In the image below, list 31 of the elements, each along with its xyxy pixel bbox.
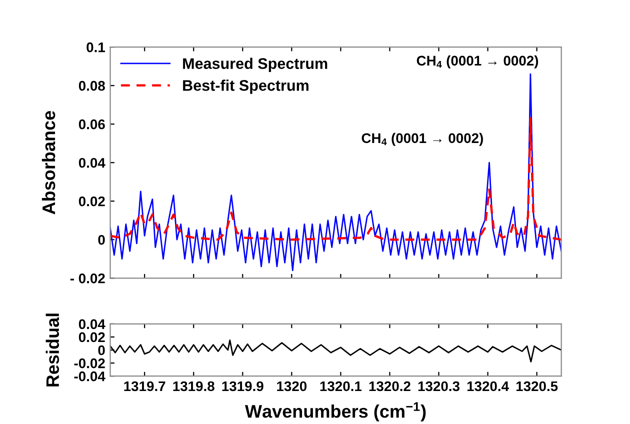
y-axis-title: Absorbance (42, 111, 56, 214)
line-series (110, 340, 562, 362)
y-tick-label: 0.04 (78, 319, 106, 330)
x-axis-title: Wavenumbers (cm$^{−1}$) (244, 402, 426, 422)
x-tick-label: 1319.8 (173, 381, 214, 392)
x-tick-label: 1320.1 (320, 381, 362, 392)
legend-label: Best-fit Spectrum (183, 80, 308, 94)
y-tick-label: 0 (98, 345, 105, 356)
y-tick-label: - 0.02 (70, 273, 105, 284)
y-tick-label: 0.06 (78, 119, 105, 130)
y-tick-label: 0.02 (78, 196, 105, 206)
annotation: CH$_{4}$ (0001 → 0002) (362, 132, 483, 146)
y-tick-label: -0.02 (74, 358, 105, 368)
line-series (110, 117, 562, 241)
x-tick-label: 1320.4 (467, 381, 509, 392)
x-tick-label: 1320.3 (418, 381, 460, 392)
y-tick-label: 0.02 (78, 332, 105, 342)
annotation: CH$_{4}$ (0001 → 0002) (416, 55, 538, 68)
x-tick-label: 1320.2 (369, 381, 410, 392)
y-tick-label: -0.04 (74, 371, 106, 382)
x-tick-label: 1320 (277, 381, 307, 392)
x-tick-label: 1319.7 (124, 381, 166, 392)
y-tick-label: 0.08 (78, 80, 105, 91)
y-tick-label: 0.1 (86, 42, 106, 52)
line-series (110, 73, 562, 272)
y-tick-label: 0.04 (78, 158, 106, 168)
y-axis-title: Residual (46, 314, 60, 386)
x-tick-label: 1320.5 (516, 381, 558, 392)
legend-label: Measured Spectrum (183, 58, 328, 72)
x-tick-label: 1319.9 (222, 381, 264, 392)
y-tick-label: 0 (98, 234, 105, 245)
